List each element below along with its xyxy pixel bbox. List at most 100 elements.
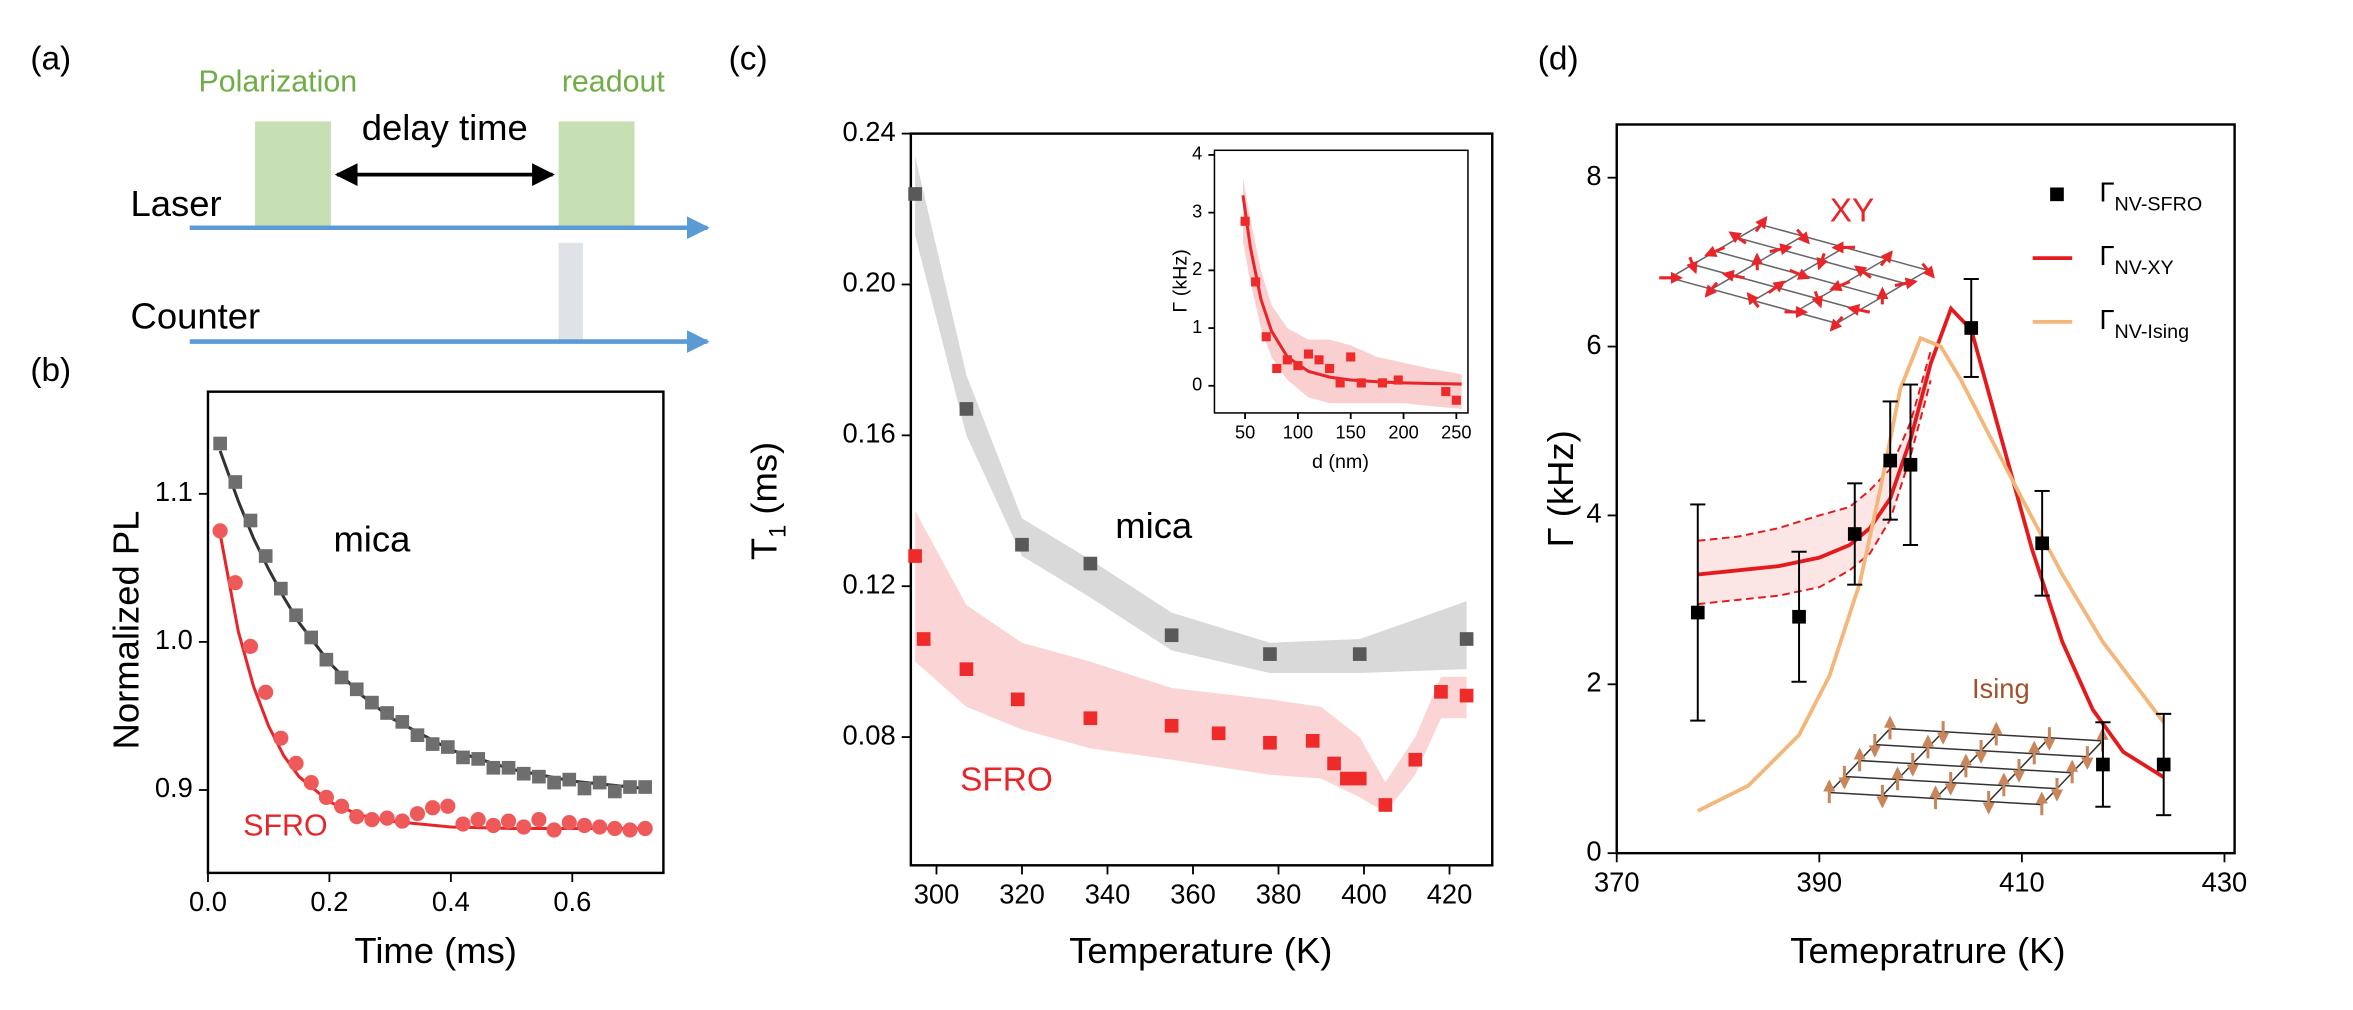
spin-arrow — [1746, 292, 1760, 309]
data-point — [455, 816, 471, 832]
spin-arrow — [1811, 290, 1823, 309]
data-point — [1459, 632, 1474, 646]
data-point — [1303, 349, 1314, 359]
data-point — [500, 813, 517, 829]
data-point — [1261, 332, 1271, 342]
data-point — [1164, 628, 1179, 643]
data-point — [547, 775, 561, 790]
y-axis-label-part: 1 — [766, 525, 792, 538]
x-axis-label: Time (ms) — [354, 930, 517, 971]
data-point — [1352, 647, 1367, 661]
data-point — [289, 608, 303, 623]
data-point — [1459, 688, 1474, 703]
plot-frame — [909, 132, 1494, 867]
data-point — [916, 632, 931, 646]
data-point — [258, 549, 273, 563]
x-tick-label: 370 — [1594, 866, 1640, 897]
legend-label: ΓNV-SFRO — [2099, 177, 2202, 216]
x-axis-label: d (nm) — [1312, 451, 1369, 473]
data-point — [516, 766, 531, 781]
data-point — [1441, 387, 1451, 397]
data-point — [228, 475, 243, 489]
line-label: Counter — [131, 295, 261, 336]
y-axis-label: Normalized PL — [106, 511, 147, 750]
y-tick-label: 1.1 — [155, 476, 193, 507]
data-point — [562, 772, 577, 787]
series-label: SFRO — [243, 809, 327, 842]
x-tick-label: 340 — [1085, 879, 1131, 910]
spin-arrow — [1829, 315, 1844, 332]
data-point — [561, 814, 577, 831]
y-tick-label: 2 — [1192, 259, 1202, 279]
data-point — [1240, 216, 1250, 226]
plot-frame — [206, 390, 665, 875]
data-point — [1293, 361, 1303, 371]
data-point — [258, 684, 274, 700]
data-point — [577, 781, 592, 796]
data-point — [425, 737, 440, 751]
x-tick-label: 420 — [1427, 879, 1473, 910]
y-tick-label: 0.20 — [842, 267, 895, 298]
data-point — [410, 728, 425, 743]
data-point — [1408, 752, 1423, 767]
x-tick-label: 360 — [1170, 879, 1216, 910]
confidence-bound — [1697, 350, 1932, 542]
y-tick-label: 3 — [1192, 201, 1202, 221]
legend-subscript: NV-SFRO — [2115, 194, 2203, 216]
series-label: mica — [333, 519, 411, 560]
y-tick-label: 4 — [1192, 144, 1202, 164]
data-point — [2156, 757, 2171, 772]
spin-arrow — [1795, 228, 1810, 245]
data-point — [1263, 735, 1277, 750]
data-point — [318, 789, 334, 805]
x-tick-label: 250 — [1441, 422, 1471, 442]
data-point — [1282, 355, 1292, 365]
y-tick-label: 8 — [1586, 160, 1601, 191]
panel-label: (a) — [30, 41, 71, 78]
spin-arrow — [1921, 262, 1935, 279]
x-axis-label: Temepratrure (K) — [1790, 930, 2065, 971]
data-point — [1263, 647, 1277, 661]
x-tick-label: 0.0 — [189, 886, 227, 917]
data-point — [1083, 556, 1098, 571]
y-tick-label: 1 — [1192, 317, 1202, 337]
data-point — [607, 784, 622, 799]
data-point — [908, 549, 922, 563]
data-point — [319, 652, 334, 667]
legend-subscript: NV-Ising — [2115, 321, 2190, 343]
y-axis-label-part: T — [743, 538, 784, 560]
y-tick-label: 0 — [1192, 375, 1202, 395]
x-tick-label: 380 — [1256, 879, 1302, 910]
data-point — [2035, 536, 2049, 551]
x-tick-label: 300 — [914, 879, 960, 910]
fit-line — [1241, 195, 1462, 386]
x-tick-label: 410 — [1999, 866, 2045, 897]
pulse-label: Polarization — [198, 66, 357, 99]
data-point — [486, 760, 501, 775]
spin-arrow — [1754, 216, 1768, 233]
data-point — [349, 809, 365, 825]
pulse-label: readout — [562, 66, 666, 99]
data-point — [1325, 363, 1335, 374]
spin-arrow — [1704, 245, 1726, 257]
counter-gate — [558, 242, 583, 342]
spin-arrow — [1847, 303, 1871, 316]
data-point — [1792, 609, 1806, 624]
spin-arrow — [1789, 268, 1811, 280]
data-point — [2096, 757, 2110, 772]
data-point — [1015, 537, 1029, 552]
confidence-band — [915, 156, 1467, 673]
data-point — [1083, 711, 1098, 726]
plot-frame — [1615, 123, 2236, 855]
data-point — [1327, 756, 1341, 771]
data-point — [471, 752, 486, 766]
data-point — [1883, 453, 1898, 468]
legend-label: ΓNV-XY — [2099, 240, 2173, 279]
data-point — [379, 810, 395, 826]
confidence-band — [915, 510, 1467, 813]
data-point — [440, 740, 455, 754]
data-point — [959, 662, 974, 677]
data-point — [1272, 363, 1282, 374]
